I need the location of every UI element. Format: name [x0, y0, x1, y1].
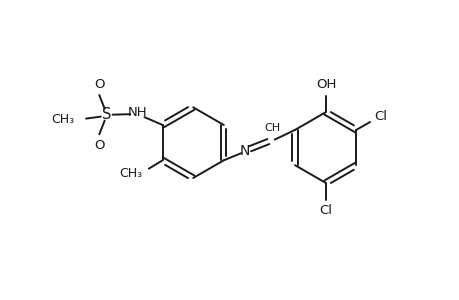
Text: O: O	[94, 78, 104, 91]
Text: NH: NH	[128, 106, 147, 119]
Text: O: O	[94, 139, 104, 152]
Text: Cl: Cl	[319, 204, 331, 217]
Text: N: N	[240, 144, 250, 158]
Text: Cl: Cl	[374, 110, 386, 123]
Text: S: S	[102, 107, 111, 122]
Text: OH: OH	[316, 78, 336, 91]
Text: CH: CH	[263, 123, 280, 133]
Text: CH₃: CH₃	[118, 167, 142, 180]
Text: CH₃: CH₃	[51, 113, 75, 126]
